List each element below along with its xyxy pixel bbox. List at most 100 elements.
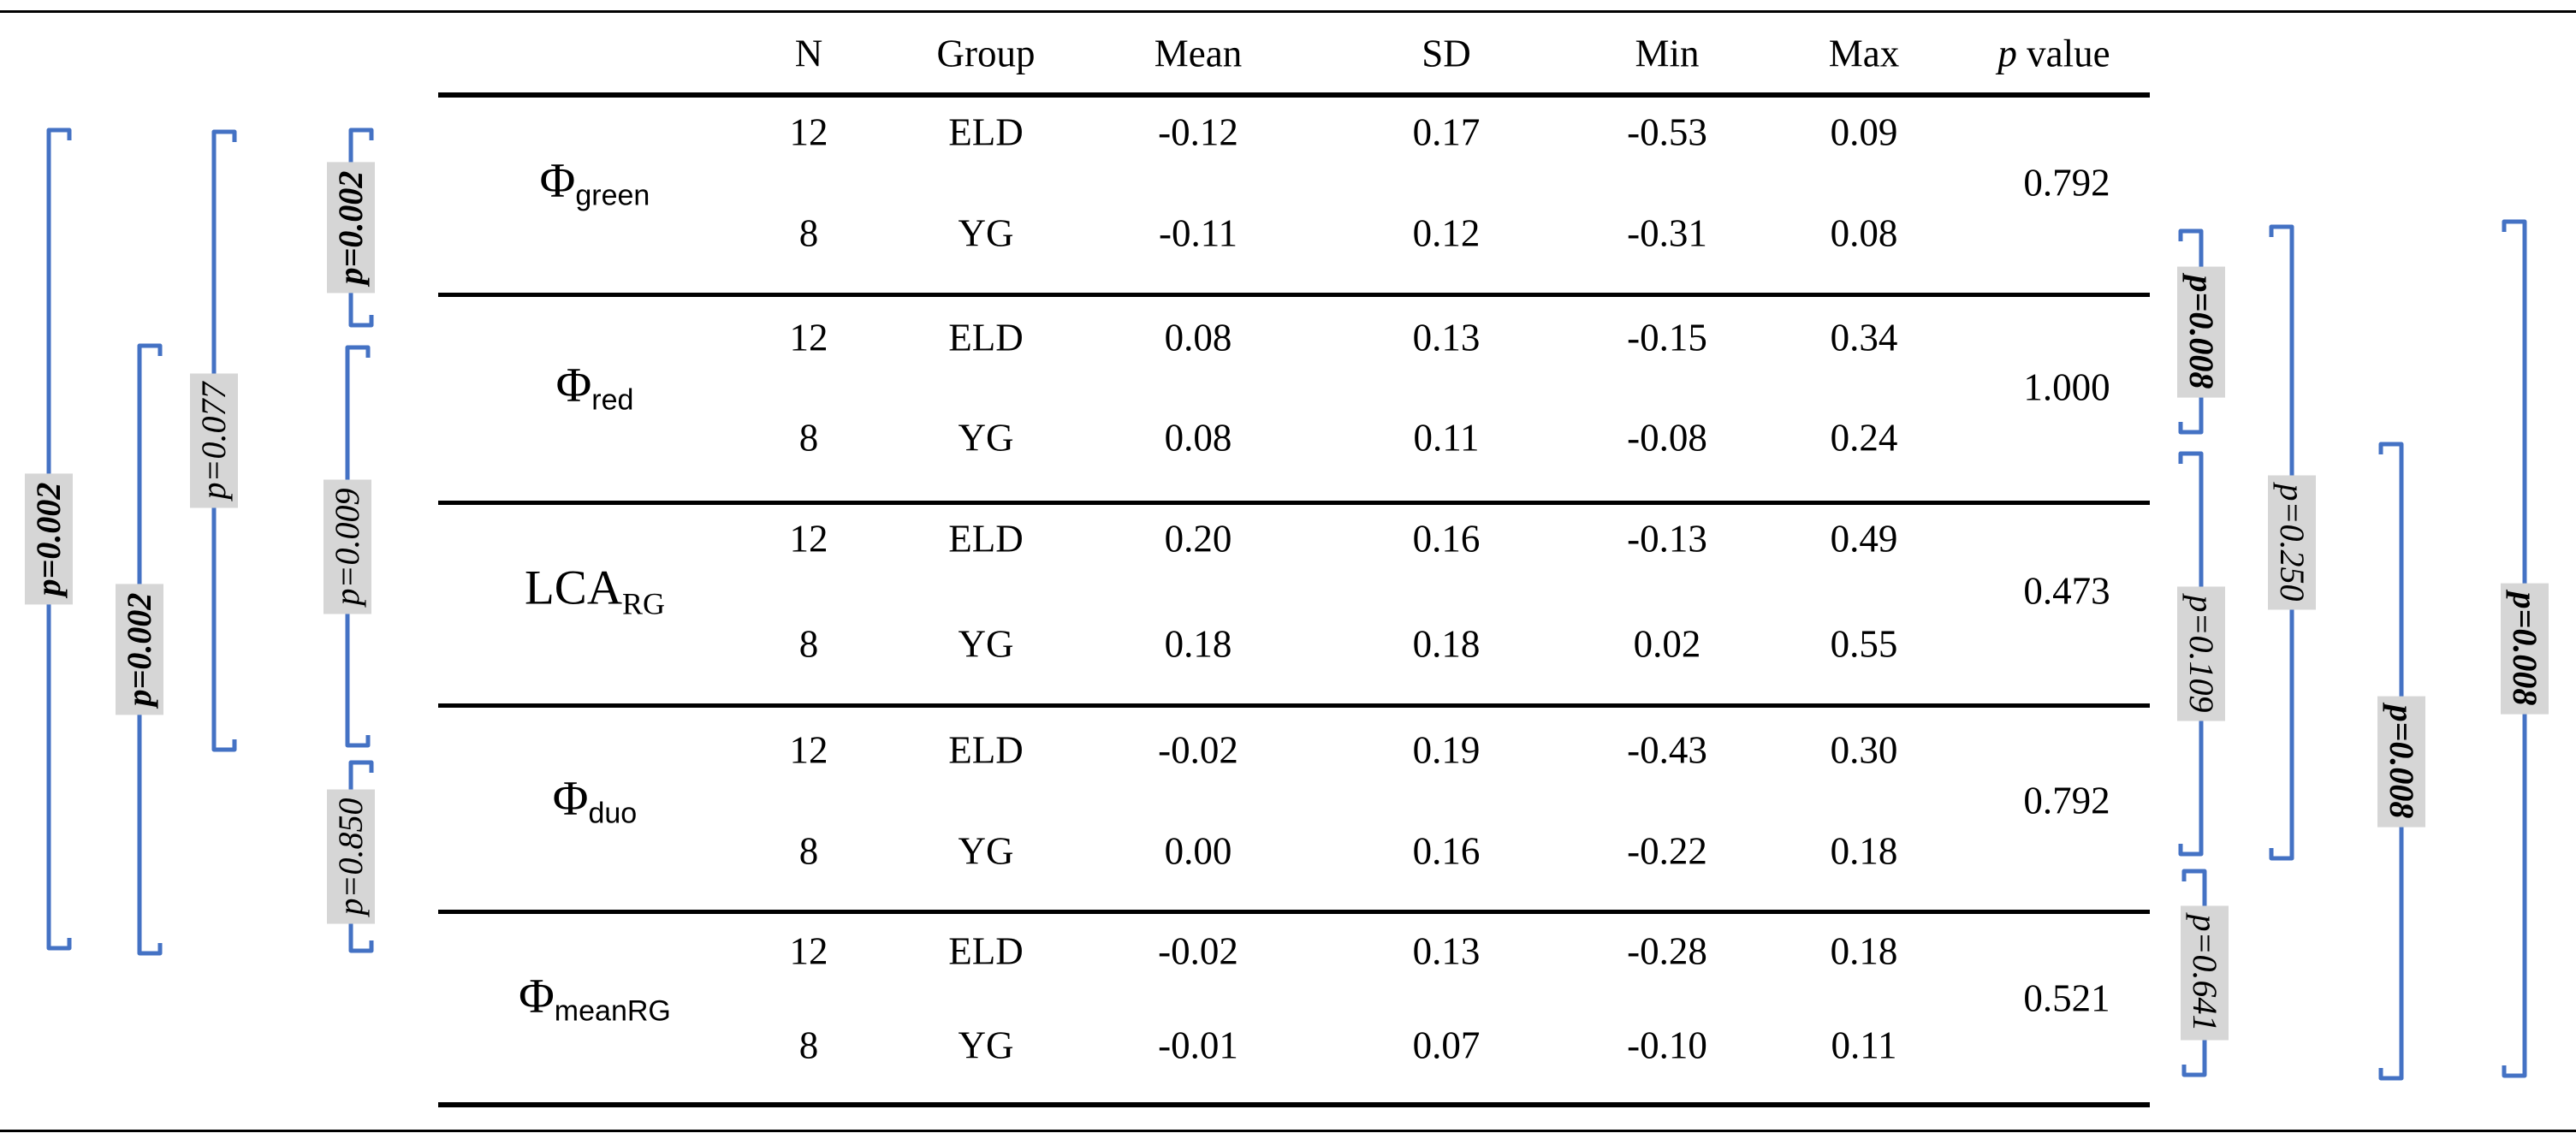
cell-min: -0.15 bbox=[1627, 316, 1707, 359]
cell-min: -0.53 bbox=[1627, 110, 1707, 154]
table-header-cell: SD bbox=[1422, 32, 1471, 75]
cell-sd: 0.19 bbox=[1412, 728, 1481, 772]
cell-max: 0.08 bbox=[1830, 211, 1898, 255]
bracket-p-label: p=0.109 bbox=[2177, 586, 2225, 721]
cell-min: -0.22 bbox=[1627, 829, 1707, 873]
cell-group: YG bbox=[958, 622, 1014, 666]
measure-symbol: Φ bbox=[519, 969, 555, 1023]
measure-symbol: LCA bbox=[524, 561, 622, 615]
cell-n: 12 bbox=[789, 929, 828, 973]
measure-subscript: red bbox=[591, 383, 634, 417]
cell-min: -0.08 bbox=[1627, 416, 1707, 460]
cell-group: ELD bbox=[948, 316, 1024, 359]
cell-group: ELD bbox=[948, 929, 1024, 973]
bracket-p-label: p=0.641 bbox=[2181, 905, 2229, 1041]
cell-max: 0.49 bbox=[1830, 517, 1898, 561]
bracket-p-label: p=0.009 bbox=[323, 479, 371, 614]
table-header-cell: N bbox=[794, 32, 823, 75]
table-header-cell: p value bbox=[1997, 32, 2110, 75]
p-value-cell: 1.000 bbox=[2023, 365, 2110, 409]
cell-max: 0.30 bbox=[1830, 728, 1898, 772]
cell-n: 8 bbox=[798, 1023, 819, 1067]
cell-max: 0.09 bbox=[1830, 110, 1898, 154]
cell-group: ELD bbox=[948, 517, 1024, 561]
measure-symbol: Φ bbox=[555, 358, 592, 412]
cell-group: YG bbox=[958, 211, 1014, 255]
measure-label: LCARG bbox=[525, 564, 665, 620]
p-value-cell: 0.473 bbox=[2023, 569, 2110, 613]
cell-mean: 0.08 bbox=[1164, 416, 1232, 460]
measure-label: Φgreen bbox=[540, 157, 650, 211]
p-value-cell: 0.792 bbox=[2023, 779, 2110, 822]
bracket-p-label: p=0.008 bbox=[2177, 266, 2225, 397]
cell-min: -0.10 bbox=[1627, 1023, 1707, 1067]
measure-subscript: RG bbox=[621, 586, 666, 621]
cell-sd: 0.16 bbox=[1412, 517, 1481, 561]
bracket-p-label: p=0.850 bbox=[327, 789, 375, 924]
cell-n: 8 bbox=[798, 829, 819, 873]
cell-group: YG bbox=[958, 1023, 1014, 1067]
bracket-p-label: p=0.077 bbox=[190, 373, 238, 508]
cell-sd: 0.07 bbox=[1412, 1023, 1481, 1067]
measure-subscript: green bbox=[575, 179, 650, 212]
table-header-cell: Min bbox=[1635, 32, 1700, 75]
measure-symbol: Φ bbox=[539, 153, 576, 208]
cell-sd: 0.16 bbox=[1412, 829, 1481, 873]
cell-max: 0.24 bbox=[1830, 416, 1898, 460]
cell-group: ELD bbox=[948, 110, 1024, 154]
cell-mean: 0.08 bbox=[1164, 316, 1232, 359]
table-rule bbox=[438, 703, 2150, 708]
cell-min: -0.13 bbox=[1627, 517, 1707, 561]
cell-min: -0.31 bbox=[1627, 211, 1707, 255]
cell-sd: 0.18 bbox=[1412, 622, 1481, 666]
cell-sd: 0.13 bbox=[1412, 316, 1481, 359]
bracket-p-label: p=0.002 bbox=[116, 584, 163, 715]
cell-mean: 0.20 bbox=[1164, 517, 1232, 561]
bracket-p-label: p=0.002 bbox=[327, 162, 375, 294]
table-header-cell: Mean bbox=[1154, 32, 1243, 75]
cell-mean: -0.12 bbox=[1158, 110, 1238, 154]
bracket-p-label: p=0.002 bbox=[25, 473, 73, 605]
table-rule bbox=[0, 1130, 2576, 1132]
cell-n: 8 bbox=[798, 211, 819, 255]
cell-mean: -0.11 bbox=[1158, 211, 1238, 255]
cell-max: 0.18 bbox=[1830, 929, 1898, 973]
table-rule bbox=[438, 293, 2150, 297]
cell-n: 8 bbox=[798, 622, 819, 666]
measure-label: Φred bbox=[556, 361, 634, 415]
measure-label: Φduo bbox=[553, 774, 637, 828]
table-rule bbox=[438, 1102, 2150, 1107]
cell-max: 0.34 bbox=[1830, 316, 1898, 359]
cell-n: 12 bbox=[789, 517, 828, 561]
cell-sd: 0.11 bbox=[1413, 416, 1480, 460]
cell-mean: 0.18 bbox=[1164, 622, 1232, 666]
bracket-p-label: p=0.250 bbox=[2268, 475, 2316, 610]
cell-mean: -0.02 bbox=[1158, 728, 1238, 772]
p-value-cell: 0.792 bbox=[2023, 161, 2110, 205]
measure-subscript: meanRG bbox=[554, 994, 671, 1028]
cell-group: ELD bbox=[948, 728, 1024, 772]
cell-mean: -0.01 bbox=[1158, 1023, 1238, 1067]
cell-group: YG bbox=[958, 416, 1014, 460]
table-rule bbox=[0, 10, 2576, 13]
table-rule bbox=[438, 910, 2150, 914]
table-rule bbox=[438, 501, 2150, 505]
cell-min: -0.43 bbox=[1627, 728, 1707, 772]
measure-symbol: Φ bbox=[552, 771, 589, 826]
bracket-p-label: p=0.008 bbox=[2377, 696, 2425, 827]
cell-sd: 0.12 bbox=[1412, 211, 1481, 255]
bracket-p-label: p=0.008 bbox=[2501, 583, 2549, 715]
cell-sd: 0.13 bbox=[1412, 929, 1481, 973]
cell-max: 0.18 bbox=[1830, 829, 1898, 873]
measure-label: ΦmeanRG bbox=[519, 972, 671, 1026]
cell-min: -0.28 bbox=[1627, 929, 1707, 973]
cell-n: 12 bbox=[789, 316, 828, 359]
cell-min: 0.02 bbox=[1633, 622, 1701, 666]
cell-sd: 0.17 bbox=[1412, 110, 1481, 154]
p-value-cell: 0.521 bbox=[2023, 976, 2110, 1020]
table-header-cell: Max bbox=[1828, 32, 1900, 75]
cell-max: 0.11 bbox=[1831, 1023, 1897, 1067]
cell-mean: -0.02 bbox=[1158, 929, 1238, 973]
cell-mean: 0.00 bbox=[1164, 829, 1232, 873]
